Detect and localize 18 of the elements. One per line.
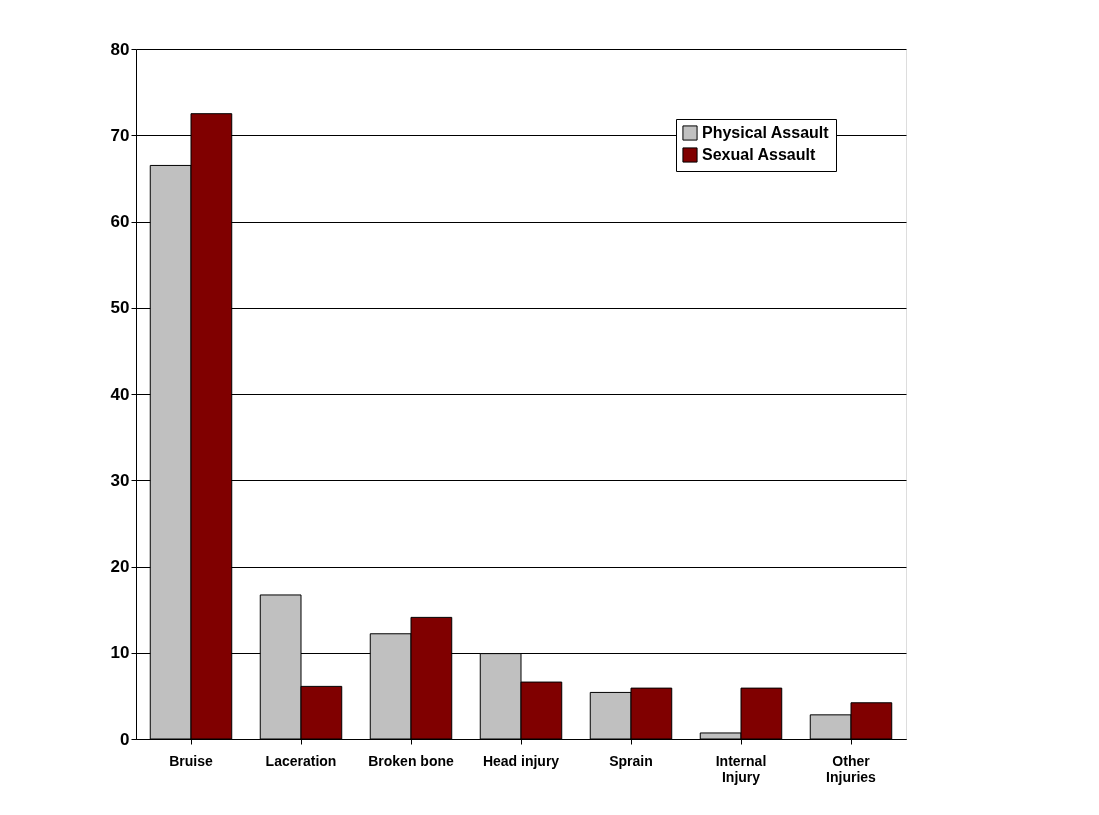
- legend-label: Sexual Assault: [702, 146, 816, 163]
- y-tick-label: 10: [110, 643, 130, 663]
- legend-label: Physical Assault: [702, 124, 830, 141]
- y-tick-label: 60: [110, 212, 130, 231]
- x-tick-label: Laceration: [265, 752, 337, 769]
- y-tick-label: 20: [110, 557, 130, 576]
- x-tick-label: Bruise: [169, 752, 213, 769]
- y-tick-label: 70: [110, 125, 130, 145]
- x-tick-label: Other Injuries: [826, 752, 877, 785]
- y-tick-label: 0: [120, 729, 130, 749]
- x-tick-label: Sprain: [609, 752, 653, 769]
- y-tick-label: 50: [110, 298, 130, 318]
- y-tick-label: 30: [110, 470, 130, 490]
- x-tick-label: Internal Injury: [715, 752, 767, 785]
- x-tick-label: Broken bone: [368, 752, 454, 769]
- y-tick-label: 40: [110, 384, 130, 404]
- x-tick-label: Head injury: [482, 752, 560, 769]
- y-tick-label: 80: [110, 39, 130, 59]
